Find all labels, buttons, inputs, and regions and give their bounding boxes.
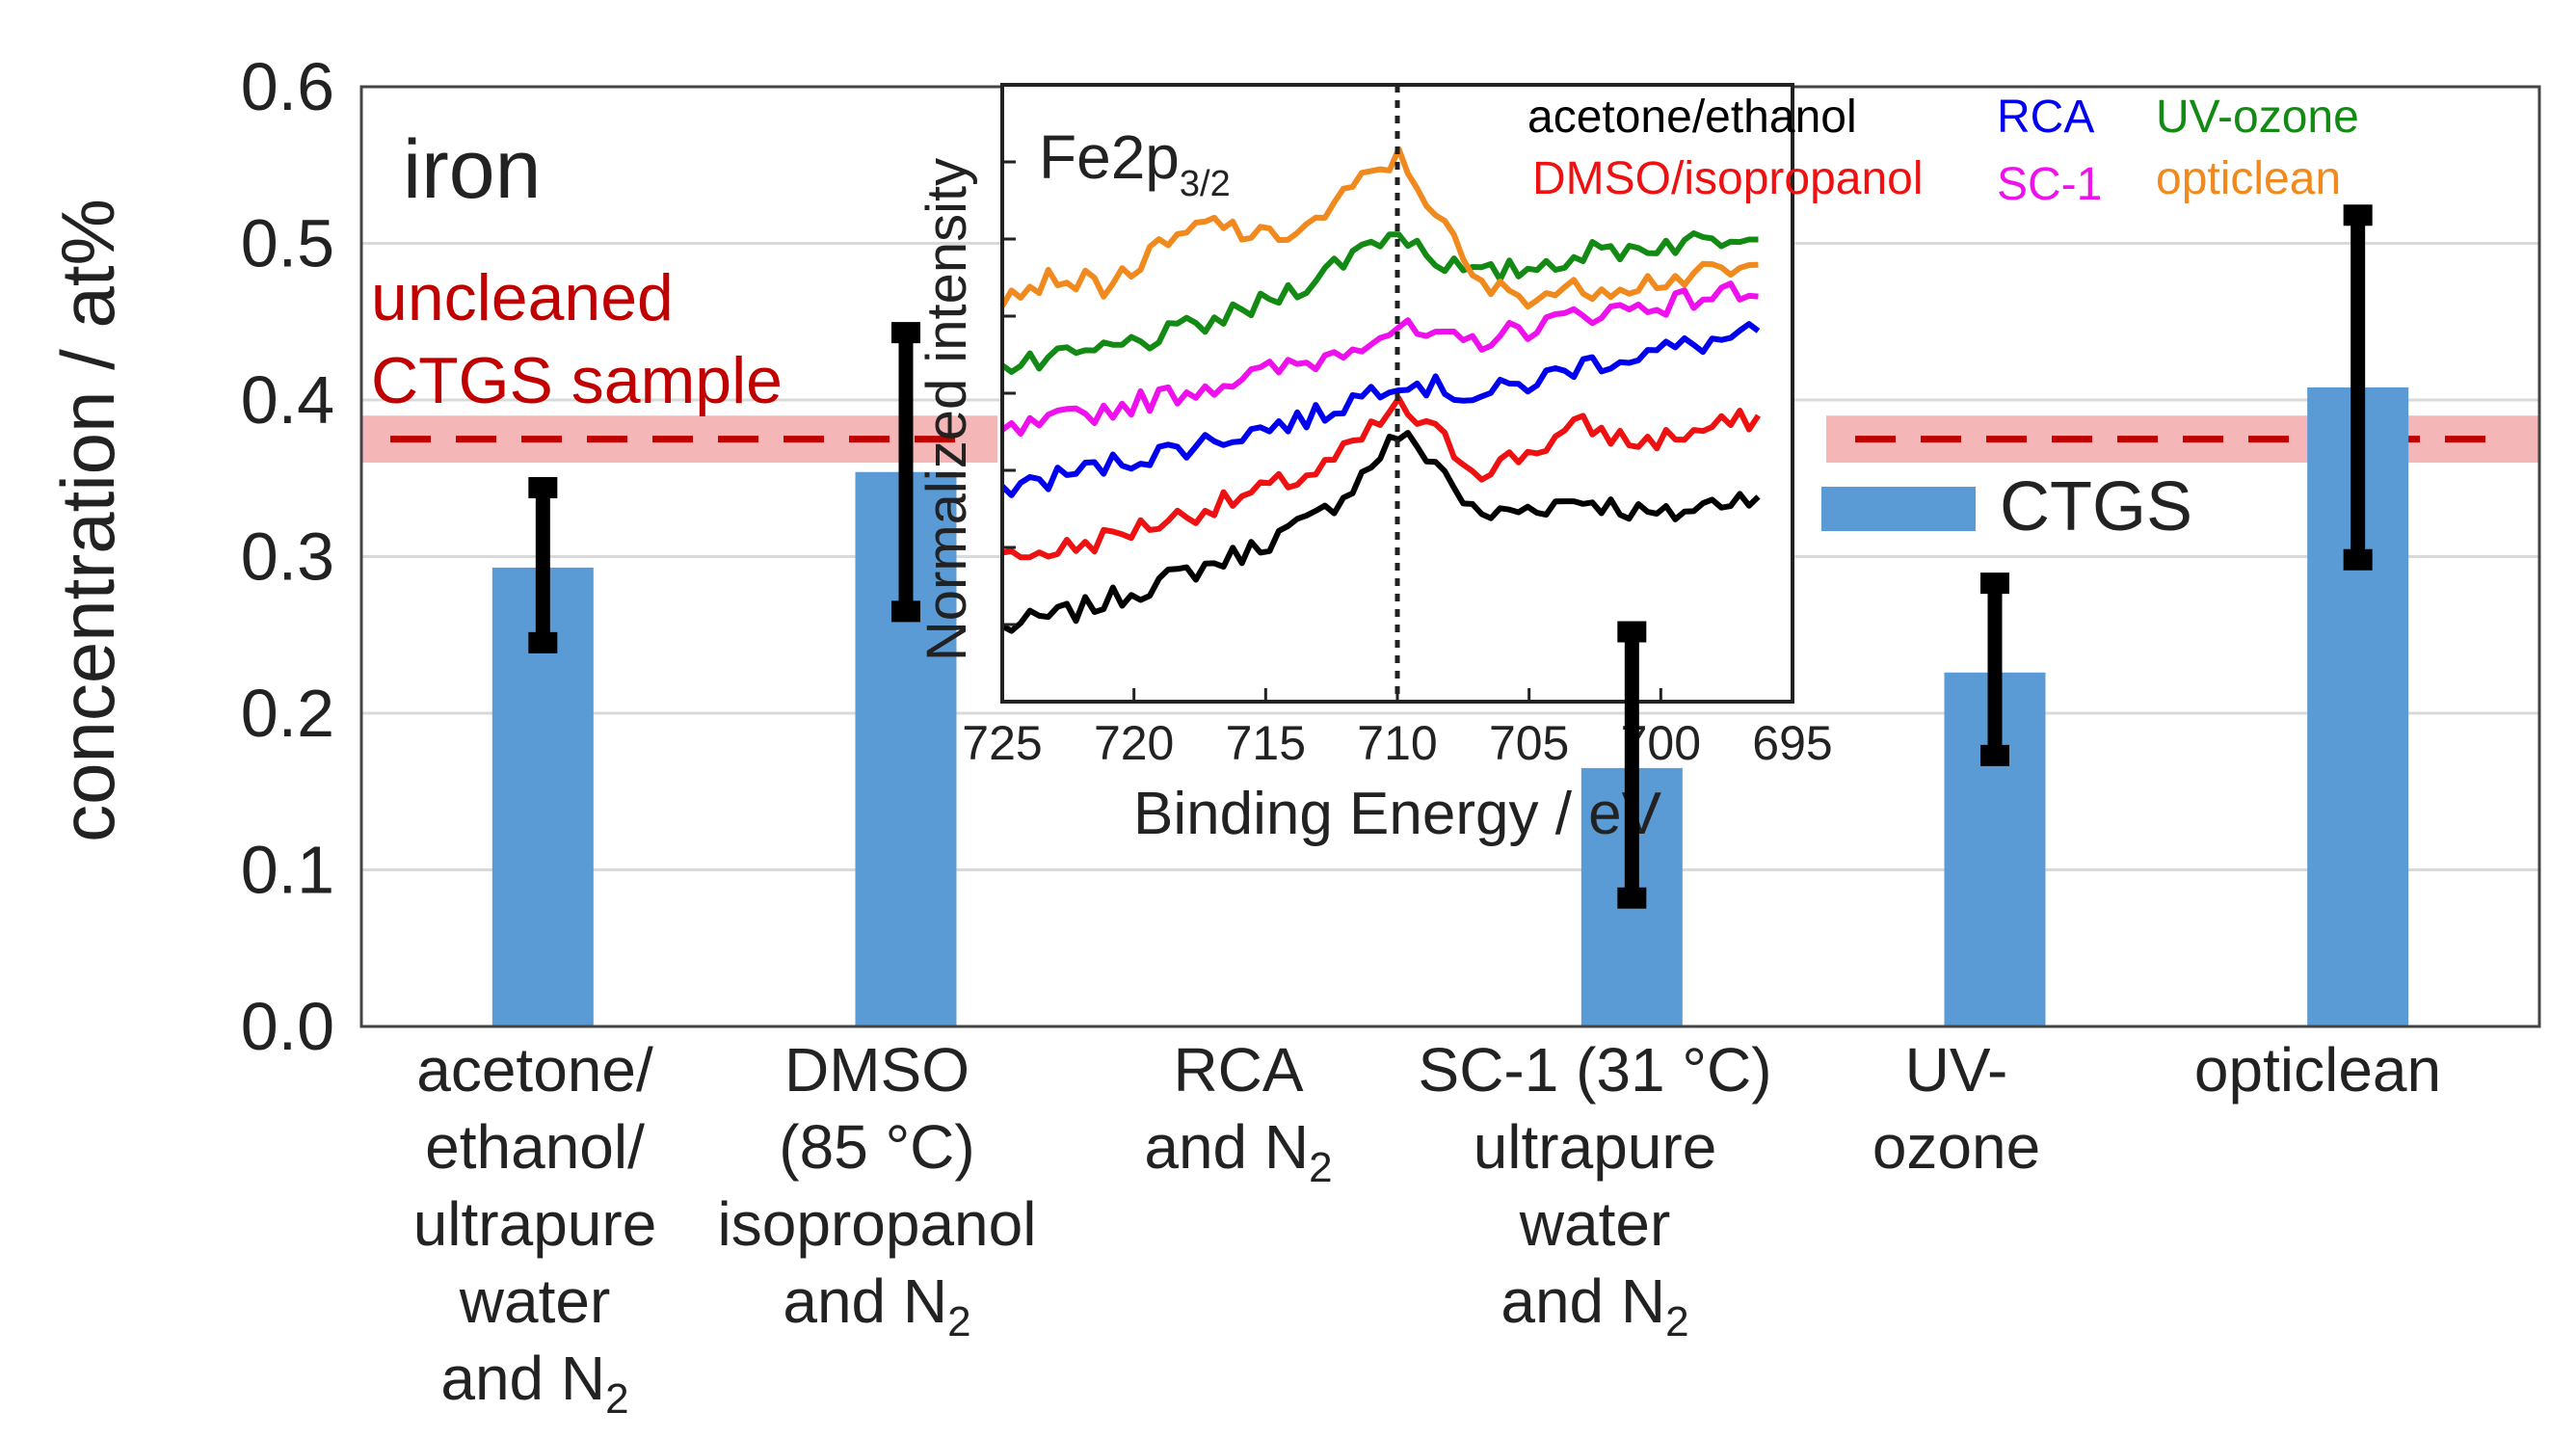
category-label-line: RCA — [1173, 1035, 1304, 1105]
category-label-line: DMSO — [784, 1035, 969, 1105]
inset-legend-uv-ozone: UV-ozone — [2156, 92, 2359, 143]
error-cap-top — [1980, 573, 2009, 595]
category-label-line: ultrapure — [1473, 1112, 1717, 1182]
category-label-line: and N2 — [1500, 1266, 1689, 1345]
category-label-line: (85 °C) — [779, 1112, 975, 1182]
inset-x-tick-label: 695 — [1752, 716, 1832, 770]
error-cap-bottom — [891, 600, 920, 623]
error-cap-top — [2343, 204, 2373, 226]
inset-legend-acetone-ethanol: acetone/ethanol — [1527, 92, 1857, 143]
y-tick-label: 0.0 — [241, 989, 334, 1064]
y-tick-label: 0.4 — [241, 362, 334, 438]
panel-label: iron — [403, 123, 541, 216]
category-label-line: and N2 — [783, 1266, 971, 1345]
category-label-subscript: 2 — [1309, 1143, 1333, 1191]
category-label: DMSO (85 °C) isopropanol and N2 — [665, 1031, 1089, 1361]
category-label-line: ozone — [1872, 1112, 2041, 1182]
inset-x-tick-label: 715 — [1226, 716, 1306, 770]
error-cap-bottom — [528, 631, 558, 653]
error-cap-bottom — [1617, 887, 1647, 909]
inset-x-tick-label: 720 — [1094, 716, 1174, 770]
inset-ticks: 725 720 715 710 705 700 695 — [962, 160, 1833, 770]
error-cap-top — [1617, 621, 1647, 643]
inset-x-tick-label: 725 — [962, 716, 1042, 770]
y-tick-labels: 0.0 0.1 0.2 0.3 0.4 0.5 0.6 — [241, 49, 334, 1064]
inset-curve-acetone-ethanol — [1000, 430, 1761, 634]
error-bars-layer — [528, 204, 2373, 909]
legend-label-ctgs: CTGS — [2000, 468, 2192, 546]
category-label-line: water — [459, 1266, 611, 1336]
inset-title-main: Fe2p — [1039, 122, 1180, 192]
category-label-line: isopropanol — [717, 1189, 1037, 1259]
category-label: acetone/ethanol/ultrapure water and N2 — [323, 1031, 747, 1438]
inset-curve-sc-1 — [1000, 280, 1759, 438]
inset-legend-sc1: SC-1 — [1997, 159, 2102, 210]
inset-legend-opticlean: opticlean — [2156, 153, 2341, 204]
y-tick-label: 0.1 — [241, 833, 334, 908]
category-label-line: water — [1519, 1189, 1671, 1259]
inset-legend-dmso-isopropanol: DMSO/isopropanol — [1532, 153, 1924, 204]
inset-x-tick-label: 710 — [1357, 716, 1437, 770]
category-label-line: SC-1 (31 °C) — [1418, 1035, 1772, 1105]
inset-title-sub: 3/2 — [1180, 164, 1231, 204]
inset-curves — [999, 146, 1762, 634]
inset-legend-rca: RCA — [1997, 92, 2094, 143]
error-cap-top — [528, 477, 558, 498]
inset-curve-rca — [999, 321, 1761, 498]
inset-x-tick-label: 705 — [1489, 716, 1569, 770]
category-label-line: acetone/ — [416, 1035, 653, 1105]
inset-spectrum-plot: 725 720 715 710 705 700 695 Fe2p3/2 acetone/et… — [916, 83, 2359, 847]
reference-label-line2: CTGS sample — [371, 344, 783, 417]
reference-label-line1: uncleaned — [371, 261, 674, 334]
category-label-subscript: 2 — [947, 1297, 971, 1345]
inset-title: Fe2p3/2 — [1039, 122, 1231, 204]
inset-curve-dmso-isopropanol — [1001, 395, 1762, 561]
error-cap-bottom — [1980, 744, 2009, 766]
category-label-line: and N2 — [1144, 1112, 1333, 1191]
category-label-line: and N2 — [440, 1344, 629, 1423]
y-tick-label: 0.2 — [241, 676, 334, 751]
error-cap-bottom — [2343, 548, 2373, 571]
inset-x-axis-label: Binding Energy / eV — [1133, 781, 1662, 847]
category-label-subscript: 2 — [1665, 1297, 1689, 1345]
error-cap-top — [891, 322, 920, 344]
y-tick-label: 0.5 — [241, 206, 334, 281]
y-tick-label: 0.3 — [241, 519, 334, 595]
category-label-line: opticlean — [2193, 1035, 2442, 1105]
category-label: SC-1 (31 °C) ultrapure water and N2 — [1383, 1031, 1807, 1361]
category-label: UV-ozone — [1744, 1031, 2168, 1185]
inset-frame — [1000, 83, 1794, 704]
category-label: opticlean — [2106, 1031, 2530, 1108]
legend-swatch-ctgs — [1821, 487, 1976, 531]
category-label: RCA and N2 — [1026, 1031, 1450, 1207]
inset-curve-uv-ozone — [1000, 230, 1759, 375]
category-label-line: ultrapure — [412, 1189, 657, 1259]
category-label-line: ethanol/ — [425, 1112, 645, 1182]
y-axis-label: concentration / at% — [45, 199, 130, 842]
inset-y-axis-label: Normalized intensity — [916, 158, 978, 661]
inset-curve-opticlean — [999, 146, 1759, 310]
category-label-subscript: 2 — [605, 1374, 629, 1423]
category-label-line: UV- — [1904, 1035, 2008, 1105]
y-tick-label: 0.6 — [241, 49, 334, 124]
